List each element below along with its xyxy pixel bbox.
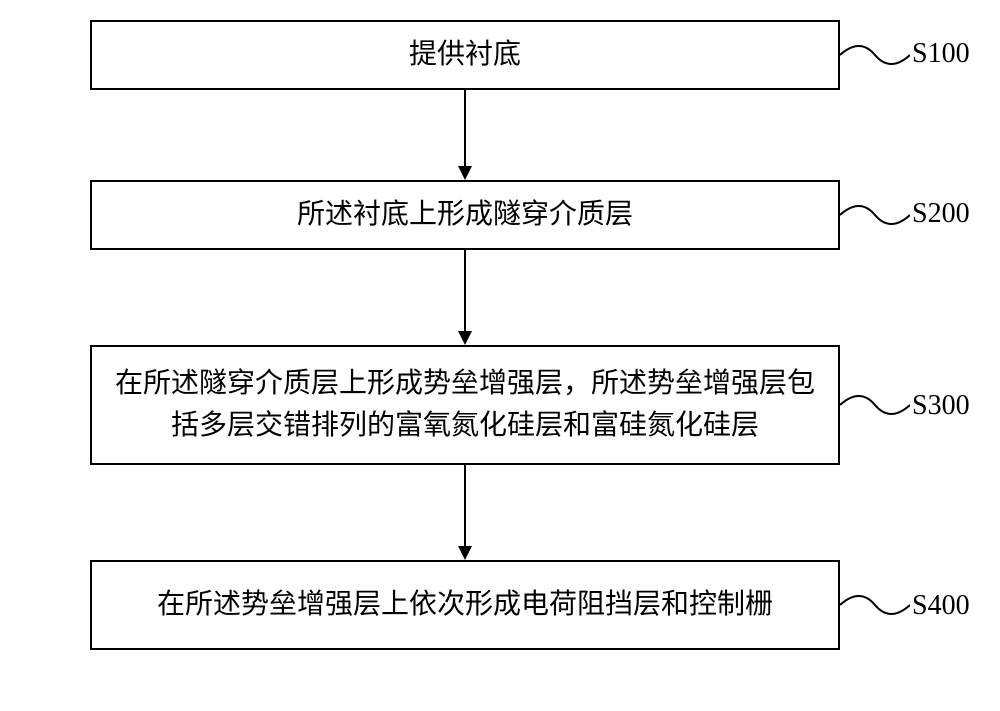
step-label-s400: S400 xyxy=(912,590,970,622)
step-text-s400: 在所述势垒增强层上依次形成电荷阻挡层和控制栅 xyxy=(157,584,773,626)
step-label-s300: S300 xyxy=(912,390,970,422)
arrow-s100-s200 xyxy=(455,90,475,180)
step-box-s300: 在所述隧穿介质层上形成势垒增强层，所述势垒增强层包括多层交错排列的富氧氮化硅层和… xyxy=(90,345,840,465)
label-connector-s100 xyxy=(840,35,910,75)
flowchart-canvas: 提供衬底 S100 所述衬底上形成隧穿介质层 S200 在所述隧穿介质层上形成势… xyxy=(0,0,1000,711)
label-connector-s200 xyxy=(840,195,910,235)
arrow-s200-s300 xyxy=(455,250,475,345)
step-box-s400: 在所述势垒增强层上依次形成电荷阻挡层和控制栅 xyxy=(90,560,840,650)
step-box-s200: 所述衬底上形成隧穿介质层 xyxy=(90,180,840,250)
arrow-s300-s400 xyxy=(455,465,475,560)
step-label-s100: S100 xyxy=(912,38,970,70)
step-label-s200: S200 xyxy=(912,198,970,230)
label-connector-s400 xyxy=(840,585,910,625)
step-text-s300: 在所述隧穿介质层上形成势垒增强层，所述势垒增强层包括多层交错排列的富氧氮化硅层和… xyxy=(112,363,818,447)
label-connector-s300 xyxy=(840,385,910,425)
step-box-s100: 提供衬底 xyxy=(90,20,840,90)
step-text-s100: 提供衬底 xyxy=(409,34,521,76)
step-text-s200: 所述衬底上形成隧穿介质层 xyxy=(297,194,633,236)
